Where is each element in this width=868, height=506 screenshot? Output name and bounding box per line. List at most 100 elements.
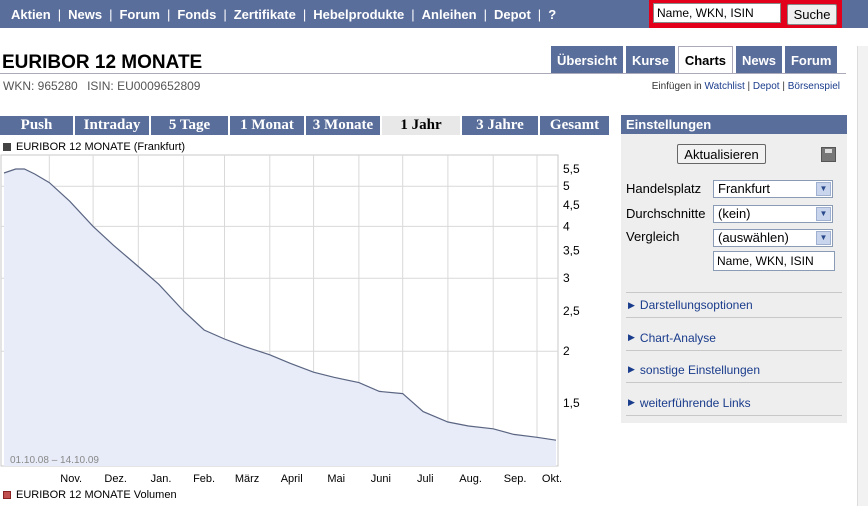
- y-tick-label: 3: [563, 271, 570, 285]
- volume-legend: EURIBOR 12 MONATE Volumen: [3, 489, 177, 501]
- depot-link[interactable]: Depot: [752, 81, 780, 92]
- range-1-monat[interactable]: 1 Monat: [230, 116, 304, 135]
- vergleich-value: (auswählen): [718, 230, 789, 245]
- refresh-button[interactable]: Aktualisieren: [677, 144, 766, 164]
- y-tick-label: 3,5: [563, 243, 580, 257]
- vergleich-search-input[interactable]: [713, 251, 835, 271]
- settings-panel-title: Einstellungen: [621, 115, 847, 134]
- accordion-label: weiterführende Links: [639, 395, 751, 410]
- nav-separator: |: [223, 6, 227, 22]
- x-tick-label: Feb.: [193, 473, 215, 485]
- handelsplatz-select[interactable]: Frankfurt ▼: [713, 180, 833, 198]
- save-icon[interactable]: [821, 147, 836, 162]
- nav-item-zertifikate[interactable]: Zertifikate: [233, 6, 296, 22]
- x-tick-label: Juli: [417, 473, 434, 485]
- volume-legend-label: EURIBOR 12 MONATE Volumen: [16, 489, 177, 501]
- chevron-down-icon: ▼: [816, 207, 831, 221]
- top-navigation-bar: Aktien | News | Forum | Fonds | Zertifikate |…: [0, 0, 868, 28]
- range-1-jahr[interactable]: 1 Jahr: [382, 116, 460, 135]
- nav-item-depot[interactable]: Depot: [493, 6, 531, 22]
- tab-kurse[interactable]: Kurse: [625, 46, 675, 74]
- settings-panel: Einstellungen Aktualisieren Handelsplatz…: [621, 115, 847, 423]
- page-title: EURIBOR 12 MONATE: [2, 52, 203, 73]
- watchlist-link[interactable]: Watchlist: [704, 81, 745, 92]
- nav-item-forum[interactable]: Forum: [119, 6, 160, 22]
- chart-date-range: 01.10.08 – 14.10.09: [10, 455, 99, 466]
- y-tick-label: 5: [563, 179, 570, 193]
- x-tick-label: April: [281, 473, 303, 485]
- accordion-label: Darstellungsoptionen: [639, 298, 753, 312]
- accordion-darstellungsoptionen[interactable]: ▶ Darstellungsoptionen: [626, 292, 842, 318]
- search-input[interactable]: [653, 3, 781, 23]
- boersenspiel-link[interactable]: Börsenspiel: [787, 81, 840, 92]
- nav-item-anleihen[interactable]: Anleihen: [421, 6, 477, 22]
- y-tick-label: 5,5: [563, 162, 580, 176]
- search-box: Suche: [649, 0, 842, 28]
- vergleich-select[interactable]: (auswählen) ▼: [713, 229, 833, 247]
- nav-separator: |: [483, 6, 487, 22]
- range-3-jahre[interactable]: 3 Jahre: [462, 116, 538, 135]
- range-gesamt[interactable]: Gesamt: [540, 116, 609, 135]
- tab-uebersicht[interactable]: Übersicht: [551, 46, 623, 74]
- volume-legend-swatch: [3, 491, 11, 499]
- nav-item-news[interactable]: News: [68, 6, 103, 22]
- x-tick-label: Aug.: [459, 473, 482, 485]
- chart-legend: EURIBOR 12 MONATE (Frankfurt): [3, 141, 185, 153]
- x-axis-labels: Nov. Dez. Jan. Feb. März April Mai Juni Juli Aug.…: [60, 473, 562, 485]
- x-tick-label: Jan.: [151, 473, 172, 485]
- range-intraday[interactable]: Intraday: [75, 116, 149, 135]
- nav-item-hebelprodukte[interactable]: Hebelprodukte: [313, 6, 405, 22]
- range-push[interactable]: Push: [0, 116, 73, 135]
- nav-separator: |: [57, 6, 62, 22]
- y-tick-label: 1,5: [563, 396, 580, 410]
- durchschnitte-label: Durchschnitte: [626, 206, 706, 221]
- insert-into-links: Einfügen in Watchlist | Depot | Börsensp…: [651, 81, 840, 92]
- price-area-fill: [4, 169, 556, 466]
- vertical-scrollbar[interactable]: [857, 46, 868, 506]
- handelsplatz-label: Handelsplatz: [626, 181, 702, 196]
- triangle-right-icon: ▶: [628, 332, 635, 342]
- accordion-sonstige-einstellungen[interactable]: ▶ sonstige Einstellungen: [626, 357, 842, 383]
- time-range-bar: Push Intraday 5 Tage 1 Monat 3 Monate 1 …: [0, 116, 611, 135]
- accordion-weiterfuehrende-links[interactable]: ▶ weiterführende Links: [626, 390, 842, 416]
- tab-charts[interactable]: Charts: [677, 46, 734, 74]
- insert-into-label: Einfügen in: [651, 81, 702, 92]
- y-tick-label: 2: [563, 344, 570, 358]
- nav-item-fonds[interactable]: Fonds: [177, 6, 217, 22]
- security-identifiers: WKN: 965280 ISIN: EU0009652809: [3, 79, 206, 93]
- y-tick-label: 2,5: [563, 304, 580, 318]
- tab-divider: [0, 73, 846, 74]
- section-tabs: Übersicht Kurse Charts News Forum: [551, 46, 840, 74]
- chevron-down-icon: ▼: [816, 182, 831, 196]
- accordion-label: Chart-Analyse: [639, 330, 716, 345]
- wkn-label: WKN: 965280: [3, 79, 78, 93]
- accordion-chart-analyse[interactable]: ▶ Chart-Analyse: [626, 325, 842, 351]
- tab-forum[interactable]: Forum: [784, 46, 838, 74]
- top-nav-links: Aktien | News | Forum | Fonds | Zertifikate |…: [0, 0, 561, 28]
- durchschnitte-select[interactable]: (kein) ▼: [713, 205, 833, 223]
- triangle-right-icon: ▶: [628, 397, 635, 407]
- nav-separator: |: [166, 6, 171, 22]
- tab-news[interactable]: News: [736, 46, 782, 74]
- x-tick-label: Juni: [371, 473, 391, 485]
- x-tick-label: Dez.: [104, 473, 127, 485]
- price-line: [3, 168, 557, 441]
- x-tick-label: Okt.: [542, 473, 562, 485]
- range-5-tage[interactable]: 5 Tage: [151, 116, 228, 135]
- nav-separator: |: [537, 6, 542, 22]
- nav-item-aktien[interactable]: Aktien: [11, 6, 51, 22]
- triangle-right-icon: ▶: [628, 364, 635, 374]
- search-button[interactable]: Suche: [787, 4, 837, 25]
- nav-separator: |: [109, 6, 113, 22]
- chevron-down-icon: ▼: [816, 231, 831, 245]
- range-3-monate[interactable]: 3 Monate: [306, 116, 380, 135]
- durchschnitte-value: (kein): [718, 206, 751, 221]
- legend-label: EURIBOR 12 MONATE (Frankfurt): [16, 141, 186, 153]
- nav-separator: |: [411, 6, 415, 22]
- triangle-right-icon: ▶: [628, 299, 635, 310]
- price-chart[interactable]: 5,5 5 4,5 4 3,5 3 2,5 2 1,5 Nov. Dez. Jan. Feb. März…: [0, 153, 600, 489]
- y-tick-label: 4,5: [563, 198, 580, 212]
- nav-item-help[interactable]: ?: [548, 6, 557, 22]
- x-tick-label: Mai: [327, 473, 345, 485]
- handelsplatz-value: Frankfurt: [718, 181, 771, 196]
